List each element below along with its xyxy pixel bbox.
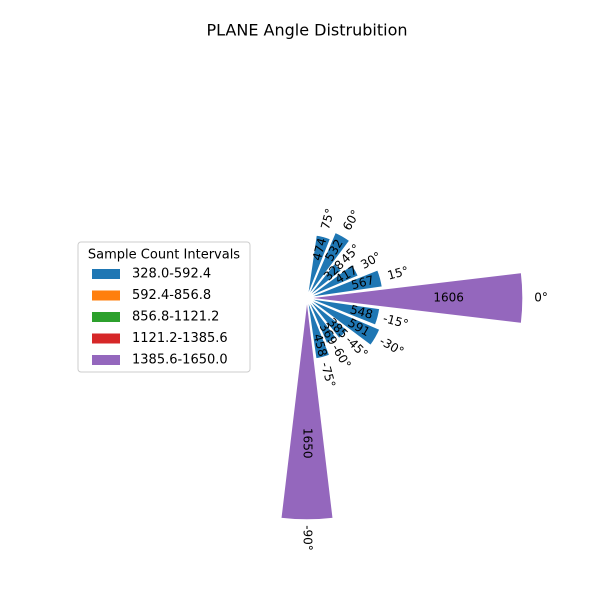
- legend-label: 1385.6-1650.0: [132, 353, 228, 368]
- bar: [306, 297, 349, 340]
- value-label: 1650: [301, 428, 315, 459]
- legend-label: 592.4-856.8: [132, 288, 211, 303]
- legend-label: 1121.2-1385.6: [132, 331, 228, 346]
- bar: [306, 297, 382, 347]
- legend-swatch: [92, 290, 120, 301]
- bar: [306, 262, 343, 299]
- bar: [306, 271, 524, 325]
- value-label: 458: [310, 332, 329, 358]
- legend-swatch: [92, 312, 120, 322]
- bar: [306, 297, 338, 345]
- angle-label: 75°: [318, 207, 337, 231]
- bar: [306, 263, 360, 299]
- bar: [306, 297, 331, 360]
- angle-label: -75°: [318, 361, 338, 389]
- legend-box: [77, 241, 251, 373]
- angle-label: 15°: [386, 264, 410, 283]
- bar: [306, 234, 332, 299]
- angle-label: 30°: [358, 249, 383, 272]
- angle-label: -30°: [377, 334, 406, 359]
- legend-swatch: [92, 355, 120, 365]
- legend-label: 328.0-592.4: [132, 267, 211, 282]
- angle-label: -90°: [301, 525, 315, 551]
- legend-swatch: [92, 269, 120, 279]
- chart-title: PLANE Angle Distrubition: [207, 21, 408, 40]
- legend-swatch: [92, 333, 120, 344]
- angle-label: -15°: [382, 311, 410, 331]
- bar: [279, 297, 335, 521]
- bar: [306, 268, 384, 299]
- value-label: 548: [349, 302, 375, 321]
- angle-label: 60°: [340, 207, 363, 232]
- bar: [306, 297, 381, 327]
- legend-title: Sample Count Intervals: [88, 248, 240, 263]
- angle-label: 0°: [534, 291, 548, 305]
- value-label: 567: [350, 273, 376, 292]
- bar: [306, 231, 351, 299]
- legend-label: 856.8-1121.2: [132, 310, 219, 325]
- value-label: 1606: [433, 291, 464, 305]
